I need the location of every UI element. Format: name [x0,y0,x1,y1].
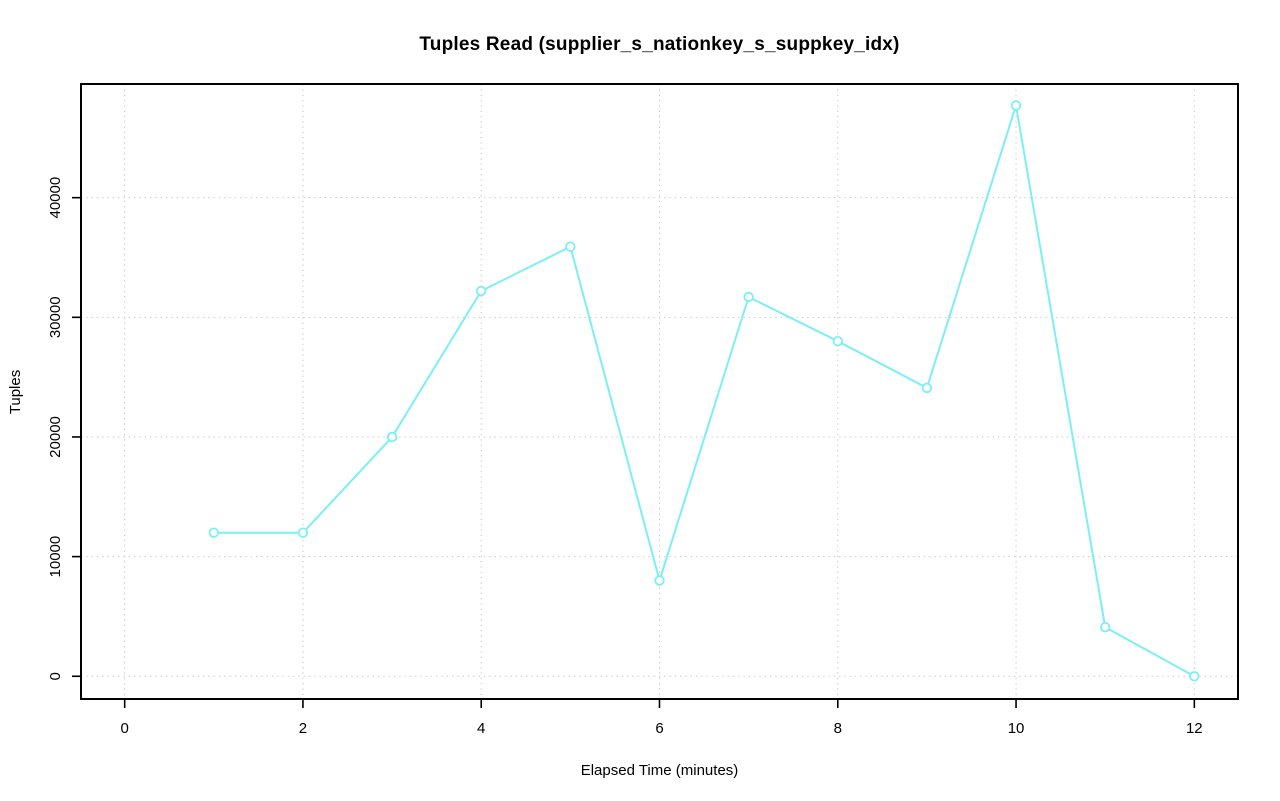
x-tick-label: 8 [834,720,842,737]
data-point [921,382,933,394]
data-point [1010,100,1022,111]
x-tick-label: 0 [121,720,129,737]
data-point [1099,622,1111,633]
series-line [213,104,1195,678]
data-point [1189,671,1200,682]
x-tick-label: 10 [1008,720,1025,737]
data-point [208,527,220,538]
x-axis-title: Elapsed Time (minutes) [580,762,739,779]
x-tick-label: 4 [477,720,485,737]
data-point [743,291,754,303]
y-tick-label: 30000 [47,296,64,338]
x-tick-label: 12 [1186,720,1203,737]
y-tick-label: 0 [47,672,64,680]
y-axis-title: Tuples [7,369,24,415]
y-tick-label: 40000 [47,177,64,219]
chart-title: Tuples Read (supplier_s_nationkey_s_supp… [419,34,900,55]
data-point [565,241,576,252]
y-tick-label: 20000 [47,416,64,458]
data-point [476,285,487,297]
data-point [654,575,665,586]
data-point [297,527,309,538]
x-tick-label: 2 [299,720,307,737]
y-tick-label: 10000 [47,536,64,578]
x-tick-label: 6 [655,720,663,737]
data-point [386,431,398,443]
data-point [832,336,844,347]
